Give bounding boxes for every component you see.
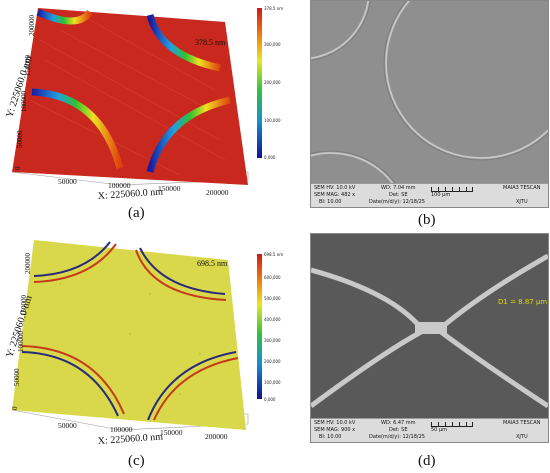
afm-colorbar-tick-c-5: 100,000 <box>264 380 281 385</box>
afm-surface-a <box>12 8 248 185</box>
caption-b: (b) <box>418 212 436 228</box>
afm-y-tick-c-3: 50000 <box>13 368 21 386</box>
sem-hv-b: SEM HV: 10.0 kV <box>314 185 356 191</box>
afm-x-tick-c-0: 50000 <box>58 421 77 430</box>
sem-org-b: XJTU <box>516 199 528 205</box>
afm-x-ticks-a: 50000 100000 150000 200000 <box>58 177 229 197</box>
sem-strips-d <box>311 253 548 409</box>
afm-max-height-c: 698.5 nm <box>197 259 228 268</box>
sem-wd-d: WD: 6.47 mm <box>381 420 416 426</box>
afm-y-tick-a-4: 0 <box>14 166 22 170</box>
afm-ridges-c <box>21 241 239 421</box>
afm-colorbar-tick-a-1: 200,000 <box>264 80 281 85</box>
sem-brand-b: MAIA3 TESCAN <box>503 185 541 191</box>
sem-image-b <box>311 1 548 185</box>
afm-3d-plot-c: 698.5 nm 698.5 nm 600,000 500,000 400,00… <box>4 240 283 447</box>
sem-scale-bar-b <box>431 184 473 192</box>
sem-info-bar-d: SEM HV: 10.0 kV WD: 6.47 mm MAIA3 TESCAN… <box>311 418 548 442</box>
sem-scale-bar-d <box>431 419 473 427</box>
sem-info-bar-b: SEM HV: 10.0 kV WD: 7.04 mm MAIA3 TESCAN… <box>311 183 548 207</box>
afm-colorbar-c <box>257 254 262 399</box>
afm-colorbar-tick-a-0: 300,000 <box>264 42 281 47</box>
afm-x-tick-c-2: 150000 <box>160 428 183 437</box>
afm-y-tick-c-1: 150000 <box>20 295 28 317</box>
sem-det-b: Det: SE <box>389 192 408 198</box>
sem-circles-b <box>311 1 548 185</box>
afm-x-tick-a-1: 100000 <box>108 181 131 190</box>
afm-colorbar-tick-a-3: 0,000 <box>264 155 276 160</box>
sem-mag-b: SEM MAG: 482 x <box>314 192 356 198</box>
afm-colorbar-tick-c-1: 500,000 <box>264 296 281 301</box>
afm-rim-top-left-a <box>36 8 93 25</box>
afm-y-ticks-c: 200000 150000 100000 50000 0 <box>11 253 32 411</box>
sem-scale-label-d: 50 μm <box>431 427 448 433</box>
afm-x-axis-title-a: X: 225060.0 nm <box>97 186 163 202</box>
afm-surface-texture-c <box>59 283 201 395</box>
sem-measurement-d: D1 = 8.87 μm <box>498 298 548 306</box>
afm-colorbar-top-a: 378.5 nm <box>264 6 283 11</box>
afm-colorbar-tick-c-4: 200,000 <box>264 359 281 364</box>
afm-y-tick-c-2: 100000 <box>17 331 25 353</box>
afm-y-tick-c-0: 200000 <box>24 253 32 275</box>
afm-colorbar-tick-c-0: 600,000 <box>264 275 281 280</box>
afm-y-tick-c-4: 0 <box>11 406 19 410</box>
sem-hv-d: SEM HV: 10.0 kV <box>314 420 356 426</box>
afm-surface-c <box>12 240 246 430</box>
afm-y-tick-a-3: 50000 <box>16 130 24 148</box>
sem-date-b: Date(m/d/y): 12/18/25 <box>369 199 425 205</box>
sem-wd-b: WD: 7.04 mm <box>381 185 416 191</box>
afm-max-height-a: 378.5 nm <box>195 38 226 47</box>
sem-scale-label-b: 100 μm <box>431 192 451 198</box>
afm-y-tick-a-2: 100000 <box>20 91 28 113</box>
sem-brand-d: MAIA3 TESCAN <box>503 420 541 426</box>
afm-rim-bottom-left-a <box>31 88 124 169</box>
sem-junction-d <box>415 322 447 334</box>
afm-y-tick-a-1: 150000 <box>24 55 32 77</box>
sem-bi-d: BI: 10.00 <box>319 434 342 440</box>
sem-panel-b: SEM HV: 10.0 kV WD: 7.04 mm MAIA3 TESCAN… <box>310 0 549 208</box>
afm-colorbar-tick-a-2: 100,000 <box>264 118 281 123</box>
sem-mag-d: SEM MAG: 900 x <box>314 427 356 433</box>
afm-x-ticks-c: 50000 100000 150000 200000 <box>58 421 228 441</box>
afm-panel-a: 378.5 nm 378.5 nm 300,000 200,000 100,00… <box>0 0 283 202</box>
sem-date-d: Date(m/d/y): 12/18/25 <box>369 434 425 440</box>
afm-colorbar-top-c: 698.5 nm <box>264 252 283 257</box>
sem-panel-d: D1 = 8.87 μm SEM HV: 10.0 kV WD: 6.47 mm… <box>310 233 549 443</box>
caption-c: (c) <box>128 453 145 469</box>
sem-image-d <box>311 234 548 419</box>
afm-x-tick-a-2: 150000 <box>158 184 181 193</box>
afm-rim-top-right-a <box>146 14 221 72</box>
afm-x-tick-a-3: 200000 <box>206 188 229 197</box>
afm-y-tick-a-0: 200000 <box>28 15 36 37</box>
afm-x-tick-a-0: 50000 <box>58 177 77 186</box>
caption-d: (d) <box>418 453 436 469</box>
afm-y-ticks-a: 200000 150000 100000 50000 0 <box>14 15 36 171</box>
afm-3d-plot-a: 378.5 nm 378.5 nm 300,000 200,000 100,00… <box>4 6 283 202</box>
afm-rim-bottom-right-a <box>146 96 231 173</box>
afm-colorbar-tick-c-2: 400,000 <box>264 317 281 322</box>
afm-panel-c: 698.5 nm 698.5 nm 600,000 500,000 400,00… <box>0 234 283 447</box>
afm-x-tick-c-3: 200000 <box>205 432 228 441</box>
afm-colorbar-tick-c-3: 300,000 <box>264 338 281 343</box>
caption-a: (a) <box>128 205 145 221</box>
sem-det-d: Det: SE <box>389 427 408 433</box>
afm-x-tick-c-1: 100000 <box>110 425 133 434</box>
afm-colorbar-a <box>257 8 262 158</box>
afm-x-axis-title-c: X: 225060.0 nm <box>97 431 163 447</box>
sem-bi-b: BI: 10.00 <box>319 199 342 205</box>
afm-colorbar-tick-c-6: 0,000 <box>264 397 276 402</box>
sem-org-d: XJTU <box>516 434 528 440</box>
